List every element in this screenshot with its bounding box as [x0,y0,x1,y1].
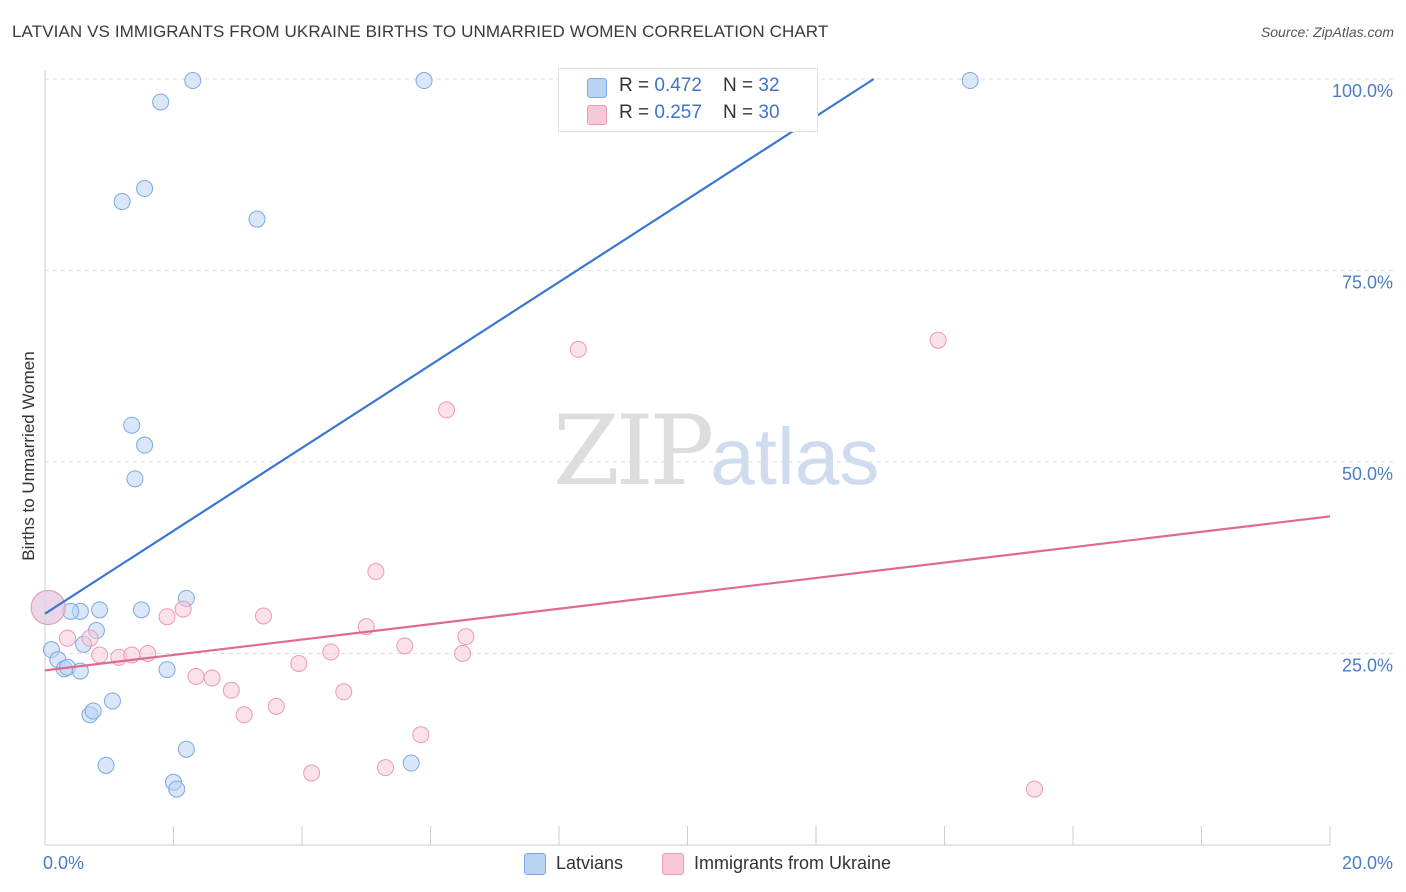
point-latvians [126,470,144,488]
point-ukraine [929,331,947,349]
point-latvians [123,416,141,434]
point-latvians [158,661,176,679]
point-latvians [97,756,115,774]
point-ukraine [187,667,205,685]
watermark: ZIPatlas [553,395,879,507]
point-ukraine [30,590,66,626]
legend-label-ukraine: Immigrants from Ukraine [694,853,892,873]
point-ukraine [322,643,340,661]
y-axis-title: Births to Unmarried Women [19,351,38,560]
legend-swatch-ukraine [587,105,607,125]
legend-swatch-latvians [587,78,607,98]
point-ukraine [174,600,192,618]
point-ukraine [1025,780,1043,798]
trend-lines [44,78,1331,672]
axes [44,70,1331,846]
correlation-legend: R = 0.472 N = 32 R = 0.257 N = 30 [558,68,818,132]
data-points [30,72,1043,798]
point-latvians [103,692,121,710]
point-latvians [415,72,433,90]
source-credit: Source: ZipAtlas.com [1260,24,1394,40]
point-latvians [132,601,150,619]
point-ukraine [438,401,456,419]
point-ukraine [412,726,430,744]
point-ukraine [290,654,308,672]
point-latvians [184,72,202,90]
point-ukraine [81,629,99,647]
point-latvians [152,93,170,111]
legend-r-label: R = [619,75,655,96]
x-tick-label: 0.0% [43,853,84,873]
point-ukraine [367,563,385,581]
point-latvians [113,193,131,211]
point-latvians [91,601,109,619]
point-ukraine [303,764,321,782]
legend-swatch-ukraine [662,853,684,875]
point-ukraine [396,637,414,655]
point-latvians [248,210,266,228]
trend-line-latvians [44,78,875,615]
point-ukraine [254,607,272,625]
point-ukraine [569,340,587,358]
watermark-atlas: atlas [710,412,880,501]
point-ukraine [377,759,395,777]
point-ukraine [457,628,475,646]
point-ukraine [222,681,240,699]
legend-n-label: N = [723,102,759,123]
point-latvians [84,702,102,720]
legend-r-value: 0.257 [654,102,702,123]
legend-n-value: 30 [758,102,780,123]
series-legend: Latvians Immigrants from Ukraine [0,852,1406,878]
legend-label-latvians: Latvians [556,853,624,873]
point-ukraine [267,697,285,715]
legend-r-value: 0.472 [654,75,702,96]
point-ukraine [203,669,221,687]
watermark-zip: ZIP [553,395,714,507]
point-ukraine [91,646,109,664]
y-tick-label: 25.0% [1342,656,1393,676]
trend-line-ukraine [44,515,1331,672]
point-ukraine [235,706,253,724]
point-latvians [168,780,186,798]
grid-lines [45,78,1393,654]
chart-title: LATVIAN VS IMMIGRANTS FROM UKRAINE BIRTH… [12,22,829,41]
point-latvians [177,740,195,758]
point-latvians [961,72,979,90]
point-latvians [402,754,420,772]
x-tick-label: 20.0% [1342,853,1393,873]
point-ukraine [58,629,76,647]
legend-n-value: 32 [758,75,780,96]
legend-r-label: R = [619,102,655,123]
point-ukraine [158,608,176,626]
legend-swatch-latvians [524,853,546,875]
legend-n-label: N = [723,75,759,96]
y-tick-label: 100.0% [1332,81,1393,101]
point-latvians [136,436,154,454]
point-ukraine [335,683,353,701]
y-tick-label: 75.0% [1342,273,1393,293]
y-tick-label: 50.0% [1342,464,1393,484]
tick-labels: 25.0% 50.0% 75.0% 100.0% 0.0% 20.0% Births to … [19,81,1393,873]
point-latvians [136,180,154,198]
point-ukraine [454,645,472,662]
